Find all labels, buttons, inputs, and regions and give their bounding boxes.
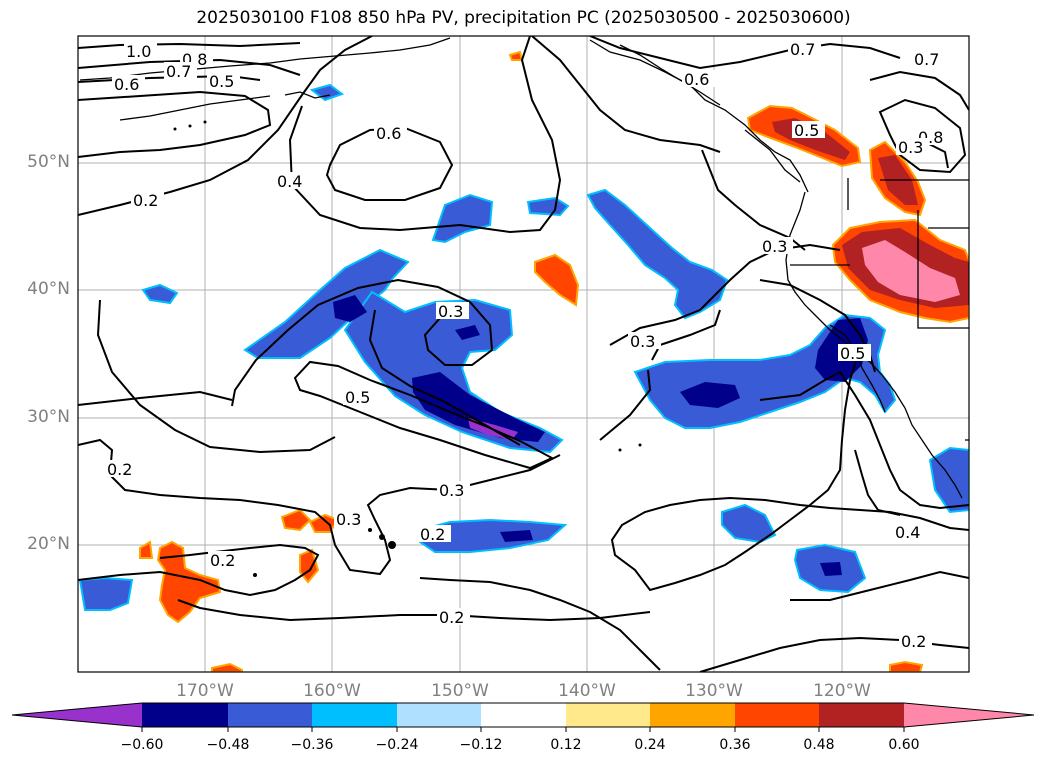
colorbar-extend-high (904, 703, 1034, 727)
contour-label: 0.6 (684, 70, 709, 89)
precip-negative-shading (78, 83, 969, 611)
colorbar-tick-label: 0.60 (888, 737, 920, 753)
contour-label: 0.4 (895, 523, 920, 542)
coastlines (79, 37, 969, 499)
colorbar-segment (819, 703, 904, 727)
contour-label: 0.3 (630, 332, 655, 351)
colorbar-tick-label: 0.24 (634, 737, 666, 753)
colorbar-tick-label: −0.24 (375, 737, 419, 753)
lon-label: 170°W (176, 681, 234, 701)
colorbar-segment (397, 703, 481, 727)
contour-label: 0.2 (107, 460, 132, 479)
contour-label: 0.2 (901, 632, 926, 651)
lat-label: 30°N (27, 407, 70, 427)
colorbar-segment (142, 703, 228, 727)
contour-label: 0.2 (420, 525, 445, 544)
colorbar-tick-label: 0.12 (550, 737, 582, 753)
lon-label: 120°W (813, 681, 871, 701)
contour-label: 0.3 (762, 237, 787, 256)
lon-label: 150°W (431, 681, 489, 701)
colorbar-tick-label: 0.48 (803, 737, 835, 753)
colorbar-tick-label: −0.36 (290, 737, 334, 753)
contour-label: 0.6 (376, 124, 401, 143)
lat-label: 20°N (27, 534, 70, 554)
colorbar-segment (735, 703, 819, 727)
contour-label: 0.4 (277, 172, 302, 191)
contour-label: 0.6 (114, 75, 139, 94)
contour-label: 0.5 (840, 344, 865, 363)
lon-label: 160°W (303, 681, 361, 701)
contour-label: 0.3 (898, 138, 923, 157)
colorbar-extend-low (12, 703, 142, 727)
contour-label: 0.2 (210, 551, 235, 570)
contour-label: 0.3 (439, 481, 464, 500)
contour-label: 0.2 (133, 191, 158, 210)
lat-label: 50°N (27, 152, 70, 172)
contour-label: 0.2 (439, 608, 464, 627)
colorbar-segment (650, 703, 735, 727)
contour-label: 0.3 (438, 302, 463, 321)
colorbar (11, 702, 1035, 732)
colorbar-tick-label: −0.12 (459, 737, 503, 753)
colorbar-tick-label: −0.48 (206, 737, 250, 753)
lat-label: 40°N (27, 279, 70, 299)
pv-contours (78, 36, 969, 672)
colorbar-segment (566, 703, 650, 727)
contour-label: 0.5 (345, 388, 370, 407)
contour-label: 0.7 (914, 50, 939, 69)
colorbar-tick-label: −0.60 (120, 737, 164, 753)
colorbar-segment (228, 703, 312, 727)
map-frame (77, 35, 970, 673)
lon-label: 130°W (685, 681, 743, 701)
contour-label: 0.5 (794, 121, 819, 140)
contour-label: 0.7 (166, 62, 191, 81)
contour-label: 0.3 (336, 510, 361, 529)
contour-labels: 1.0 0.8 0.7 0.6 0.5 0.6 0.4 0.2 0.3 0.3 … (105, 40, 949, 651)
colorbar-tick-label: 0.36 (719, 737, 751, 753)
colorbar-segment (312, 703, 397, 727)
contour-label: 1.0 (126, 42, 151, 61)
lon-label: 140°W (558, 681, 616, 701)
map-title: 2025030100 F108 850 hPa PV, precipitatio… (196, 8, 851, 28)
colorbar-segment (481, 703, 566, 727)
contour-label: 0.5 (209, 72, 234, 91)
contour-label: 0.7 (790, 40, 815, 59)
